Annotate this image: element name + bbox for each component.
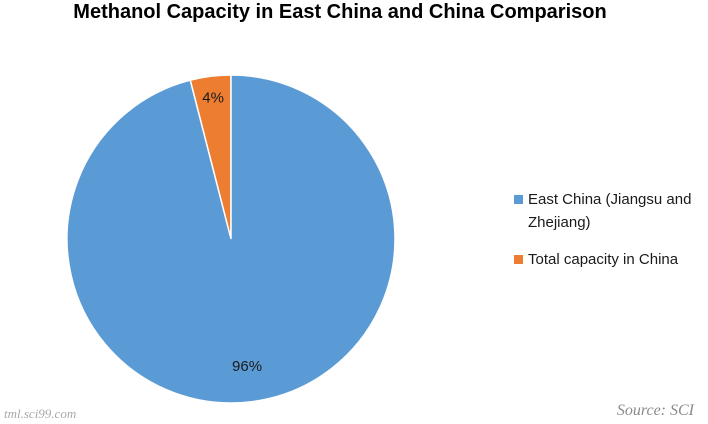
legend-item-east-china: East China (Jiangsu and Zhejiang) xyxy=(514,188,708,234)
data-label-east-china: 96% xyxy=(232,358,262,375)
legend-label-east-china: East China (Jiangsu and Zhejiang) xyxy=(528,191,692,231)
watermark: tml.sci99.com xyxy=(4,406,77,421)
chart-title: Methanol Capacity in East China and Chin… xyxy=(73,1,607,23)
source-note: Source: SCI xyxy=(616,402,694,419)
chart-legend: East China (Jiangsu and Zhejiang) Total … xyxy=(514,188,708,271)
data-label-total-capacity: 4% xyxy=(202,89,224,106)
pie-slice-east-china xyxy=(66,74,396,404)
legend-swatch-east-china xyxy=(514,195,523,204)
legend-swatch-total-capacity xyxy=(514,255,523,264)
legend-item-total-capacity: Total capacity in China xyxy=(514,248,708,271)
legend-label-total-capacity: Total capacity in China xyxy=(528,251,679,268)
